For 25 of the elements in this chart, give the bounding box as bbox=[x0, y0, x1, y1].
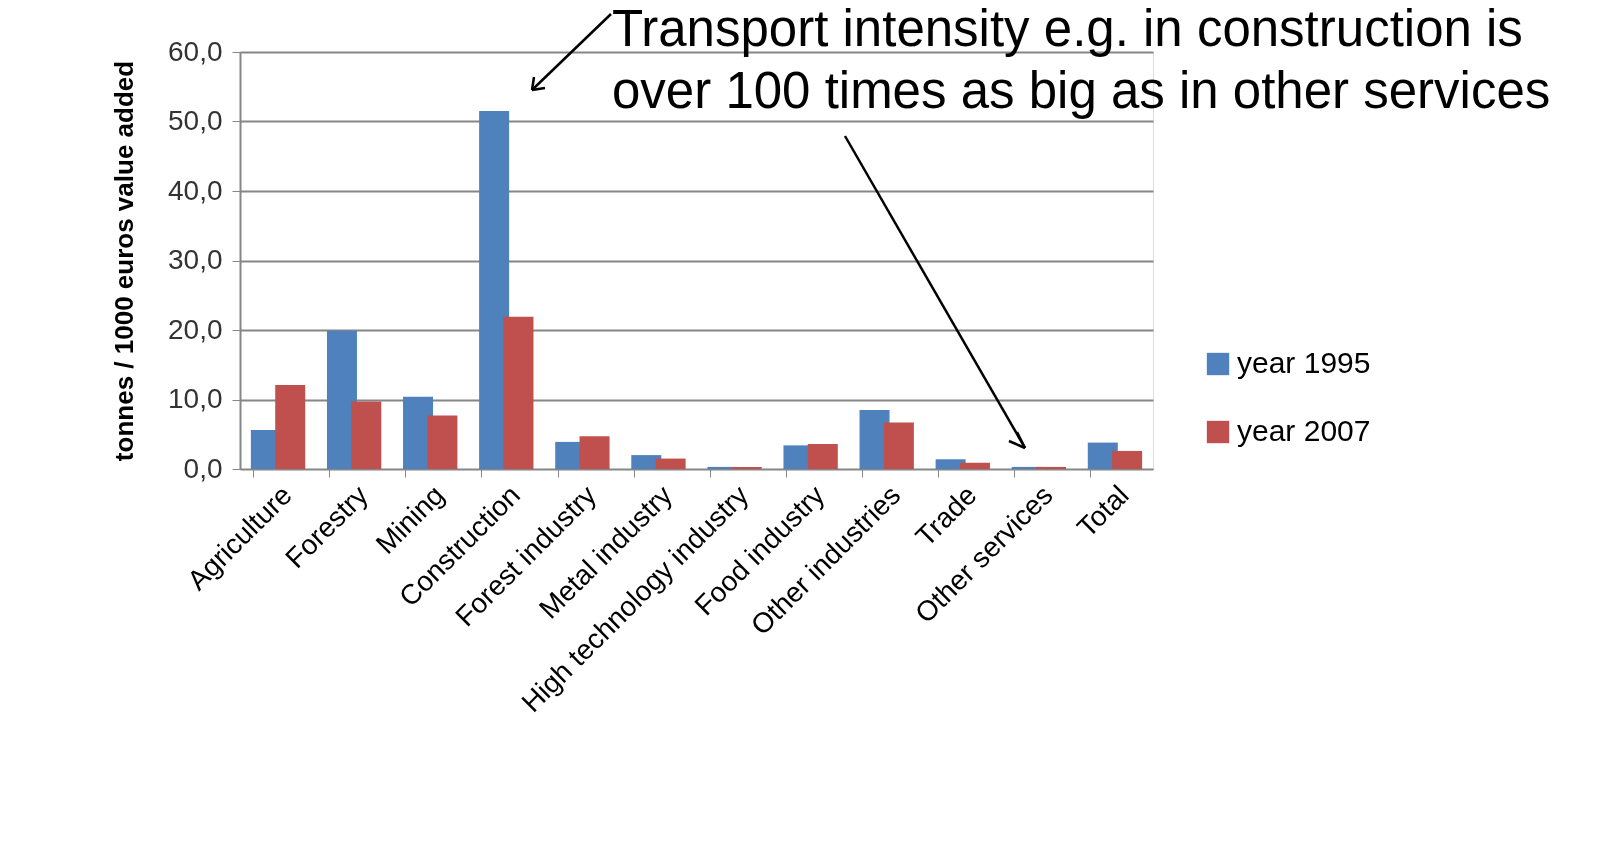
y-tick-label: 60,0 bbox=[168, 35, 223, 67]
y-tick-label: 0,0 bbox=[183, 452, 223, 484]
legend-label: year 1995 bbox=[1237, 346, 1371, 379]
bar bbox=[1036, 466, 1067, 469]
y-tick-label: 40,0 bbox=[168, 174, 223, 206]
bar bbox=[959, 462, 990, 469]
bar bbox=[479, 111, 510, 469]
annotation: Transport intensity e.g. in construction is over 100 times as big as in other services bbox=[612, 0, 1551, 119]
bar bbox=[1112, 450, 1143, 469]
legend-label: year 2007 bbox=[1237, 414, 1371, 447]
bar bbox=[351, 401, 382, 469]
bar bbox=[326, 330, 357, 469]
bar bbox=[275, 384, 306, 469]
bar bbox=[579, 436, 610, 469]
bar bbox=[807, 443, 838, 469]
bar bbox=[427, 415, 458, 469]
y-tick-label: 10,0 bbox=[168, 383, 223, 414]
bar bbox=[731, 466, 762, 469]
y-tick-label: 30,0 bbox=[168, 244, 223, 275]
bar bbox=[503, 316, 534, 469]
bar bbox=[883, 422, 914, 469]
y-tick-label: 50,0 bbox=[168, 105, 223, 136]
y-axis-title: tonnes / 1000 euros value added bbox=[109, 60, 139, 462]
bar bbox=[655, 458, 686, 469]
y-tick-label: 20,0 bbox=[168, 313, 223, 345]
